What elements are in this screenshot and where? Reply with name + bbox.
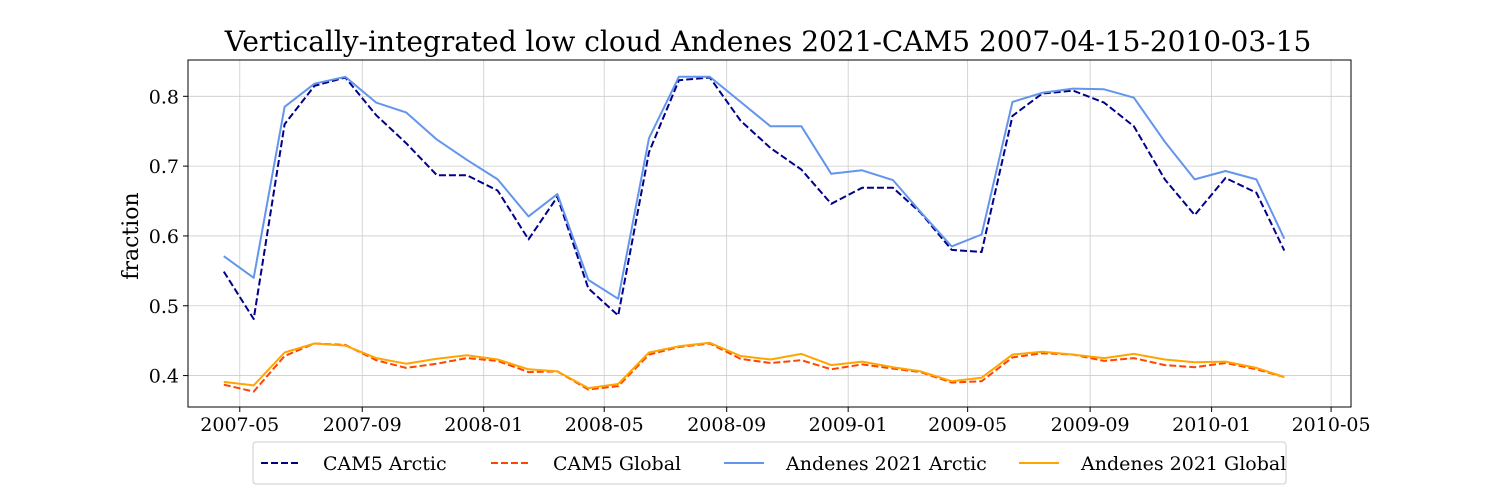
chart-title: Vertically-integrated low cloud Andenes … bbox=[224, 25, 1312, 58]
legend-box bbox=[252, 441, 1287, 485]
x-tick-label: 2009-09 bbox=[1051, 414, 1130, 436]
series-lines bbox=[222, 75, 1286, 393]
y-tick-label: 0.8 bbox=[149, 86, 179, 108]
series-line bbox=[223, 75, 1286, 300]
y-tick-label: 0.6 bbox=[149, 226, 179, 248]
legend-label: CAM5 Arctic bbox=[323, 453, 447, 475]
x-tick-label: 2008-09 bbox=[687, 414, 766, 436]
x-tick-label: 2008-01 bbox=[444, 414, 523, 436]
x-tick-label: 2010-01 bbox=[1172, 414, 1251, 436]
x-tick-label: 2009-01 bbox=[809, 414, 888, 436]
plot-area bbox=[187, 59, 1352, 408]
grid bbox=[188, 60, 1351, 407]
y-axis-label: fraction bbox=[119, 192, 144, 279]
series-line bbox=[223, 342, 1285, 393]
x-tick-label: 2008-05 bbox=[565, 414, 644, 436]
y-tick-label: 0.5 bbox=[149, 296, 179, 318]
y-tick-label: 0.7 bbox=[149, 156, 179, 178]
y-tick-label: 0.4 bbox=[149, 366, 179, 388]
axis-ticks: 2007-05 2007-09 2008-01 2008-05 2008-09 2009-… bbox=[149, 86, 1371, 436]
series-line bbox=[223, 341, 1285, 390]
series-line bbox=[222, 76, 1286, 320]
legend-label: Andenes 2021 Global bbox=[1080, 453, 1286, 475]
x-tick-label: 2007-09 bbox=[323, 414, 402, 436]
x-tick-label: 2009-05 bbox=[928, 414, 1007, 436]
legend-label: CAM5 Global bbox=[553, 453, 681, 475]
x-tick-label: 2007-05 bbox=[200, 414, 279, 436]
x-tick-label: 2010-05 bbox=[1292, 414, 1371, 436]
legend-label: Andenes 2021 Arctic bbox=[785, 453, 987, 475]
legend: CAM5 Arctic CAM5 Global Andenes 2021 Arcti… bbox=[252, 441, 1287, 485]
